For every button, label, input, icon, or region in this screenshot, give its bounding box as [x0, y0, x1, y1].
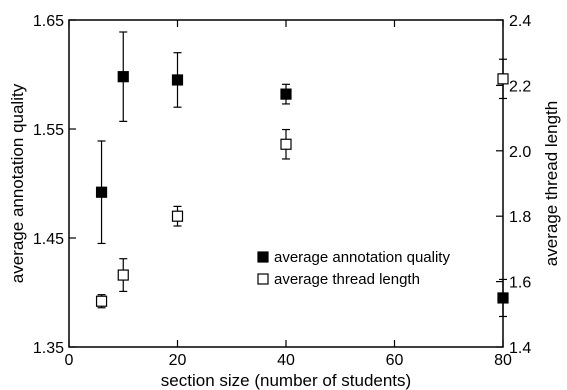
quality-point	[497, 292, 509, 304]
thread-point	[497, 73, 509, 85]
x-tick-label: 40	[277, 352, 295, 369]
x-tick-label: 60	[386, 352, 404, 369]
y-right-tick-label: 2.4	[509, 13, 531, 30]
x-tick-label: 80	[494, 352, 512, 369]
y-left-tick-label: 1.35	[33, 340, 64, 357]
y-right-tick-label: 1.8	[509, 209, 531, 226]
legend-label: average annotation quality	[274, 249, 450, 266]
marks	[95, 31, 509, 318]
quality-point	[117, 71, 129, 83]
plot-frame	[68, 19, 504, 348]
y-right-tick-label: 1.4	[509, 340, 531, 357]
legend: average annotation quality average thread…	[257, 249, 450, 288]
y-left-tick-label: 1.55	[33, 122, 64, 139]
y-left-tick-label: 1.65	[33, 13, 64, 30]
y-right-axis-label: average thread length	[542, 101, 561, 266]
y-right-tick-label: 2.0	[509, 144, 531, 161]
x-axis-label: section size (number of students)	[161, 371, 411, 390]
legend-marker	[257, 273, 269, 285]
y-left-tick-label: 1.45	[33, 231, 64, 248]
quality-point	[171, 74, 184, 86]
y-right-tick-label: 2.2	[509, 78, 531, 95]
labels: 0 20 40 60 80 1.35 1.45 1.55 1.65 1.4 1.6 1.8 2.0 2.2…	[8, 13, 561, 390]
quality-point	[95, 186, 108, 198]
x-tick-label: 0	[65, 352, 74, 369]
legend-label: average thread length	[274, 271, 420, 288]
thread-point	[117, 269, 129, 281]
x-tick-label: 20	[169, 352, 187, 369]
thread-point	[95, 295, 108, 307]
ticks	[68, 19, 504, 348]
y-left-axis-label: average annotation quality	[8, 83, 27, 283]
legend-marker	[257, 251, 269, 263]
thread-point	[171, 210, 184, 222]
y-right-tick-label: 1.6	[509, 275, 531, 292]
quality-point	[280, 88, 292, 100]
thread-point	[280, 138, 292, 150]
